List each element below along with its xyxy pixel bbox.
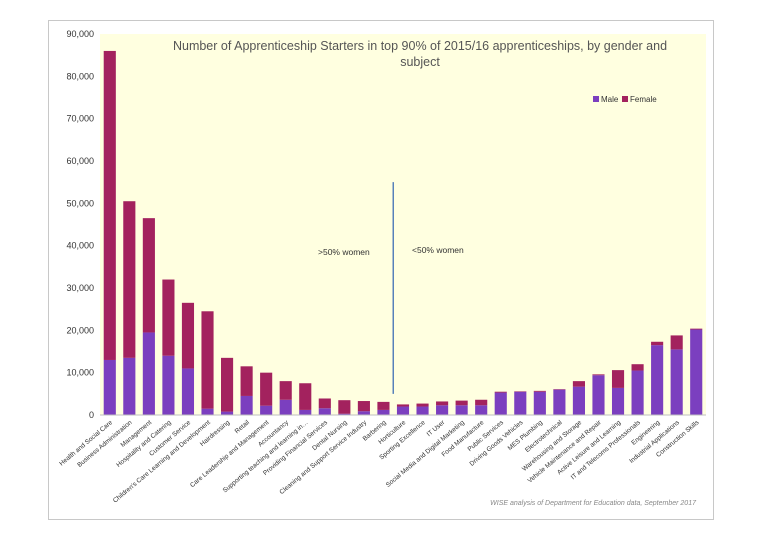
bar-male xyxy=(338,413,351,415)
bar-female xyxy=(181,302,195,369)
y-tick-label: 90,000 xyxy=(66,29,94,39)
bar-male xyxy=(670,349,683,415)
bar-female xyxy=(494,391,507,393)
bar-female xyxy=(142,218,155,333)
bar-male xyxy=(533,391,546,415)
y-tick-label: 50,000 xyxy=(66,198,94,208)
bar-male xyxy=(357,411,370,415)
bar-female xyxy=(299,383,312,410)
y-axis: 0 10,000 20,000 30,000 40,000 50,000 60,000 70,… xyxy=(66,29,94,420)
bar-male xyxy=(299,409,312,415)
bar-male xyxy=(416,406,429,415)
legend-male-swatch xyxy=(593,96,599,102)
bar-female xyxy=(338,400,351,414)
bar-male xyxy=(279,399,292,415)
bar-female xyxy=(221,357,234,412)
bar-male xyxy=(260,405,273,415)
bar-female xyxy=(572,381,585,387)
plot-area xyxy=(100,34,706,415)
bar-female xyxy=(201,311,214,409)
bar-male xyxy=(553,389,566,415)
bar-female xyxy=(103,50,116,360)
bar-female xyxy=(416,403,429,407)
bar-female xyxy=(592,374,605,376)
y-tick-label: 30,000 xyxy=(66,283,94,293)
bar-female xyxy=(690,328,703,330)
legend-male-label: Male xyxy=(601,95,619,104)
bar-male xyxy=(475,405,488,415)
bar-female xyxy=(436,401,449,406)
bar-female xyxy=(611,370,625,388)
bar-female xyxy=(651,341,664,346)
y-tick-label: 80,000 xyxy=(66,71,94,81)
bar-male xyxy=(240,395,253,415)
bar-male xyxy=(631,370,644,415)
legend: Male Female xyxy=(593,95,657,104)
bars-group xyxy=(103,50,703,415)
bar-male xyxy=(103,359,116,415)
bar-male xyxy=(318,408,331,415)
bar-female xyxy=(533,390,546,392)
bar-female xyxy=(162,279,175,356)
y-tick-label: 10,000 xyxy=(66,368,94,378)
bar-male xyxy=(592,375,605,415)
bar-male xyxy=(514,391,527,415)
bar-male xyxy=(436,405,449,415)
bar-female xyxy=(396,404,410,407)
bar-female xyxy=(475,399,488,406)
bar-female xyxy=(670,335,683,350)
y-tick-label: 70,000 xyxy=(66,114,94,124)
bar-female xyxy=(455,400,468,406)
annotation-minority-women: <50% women xyxy=(412,245,464,255)
bar-male xyxy=(651,345,664,415)
y-tick-label: 20,000 xyxy=(66,325,94,335)
bar-male xyxy=(142,332,155,415)
bar-male xyxy=(455,405,468,415)
bar-female xyxy=(279,381,292,400)
bar-male xyxy=(396,406,410,415)
y-tick-label: 40,000 xyxy=(66,241,94,251)
bar-male xyxy=(123,357,136,415)
y-tick-label: 0 xyxy=(89,410,94,420)
source-note: WISE analysis of Department for Educatio… xyxy=(490,500,697,507)
bar-female xyxy=(377,401,390,410)
bar-male xyxy=(162,355,175,415)
bar-male xyxy=(572,386,585,415)
bar-female xyxy=(240,366,253,396)
annotation-majority-women: >50% women xyxy=(318,247,370,257)
bar-female xyxy=(123,201,136,358)
legend-female-label: Female xyxy=(630,95,657,104)
bar-female xyxy=(260,372,273,406)
bar-male xyxy=(494,392,507,415)
bar-male xyxy=(611,387,625,415)
chart-title-line-1: Number of Apprenticeship Starters in top… xyxy=(173,39,667,53)
legend-female-swatch xyxy=(622,96,628,102)
bar-male xyxy=(201,408,214,415)
bar-female xyxy=(631,364,644,371)
bar-male xyxy=(181,368,195,415)
bar-female xyxy=(318,398,331,409)
y-tick-label: 60,000 xyxy=(66,156,94,166)
bar-female xyxy=(357,401,370,412)
chart-title-line-2: subject xyxy=(400,55,440,69)
bar-male xyxy=(377,409,390,415)
bar-male xyxy=(690,329,703,415)
bar-male xyxy=(221,411,234,415)
